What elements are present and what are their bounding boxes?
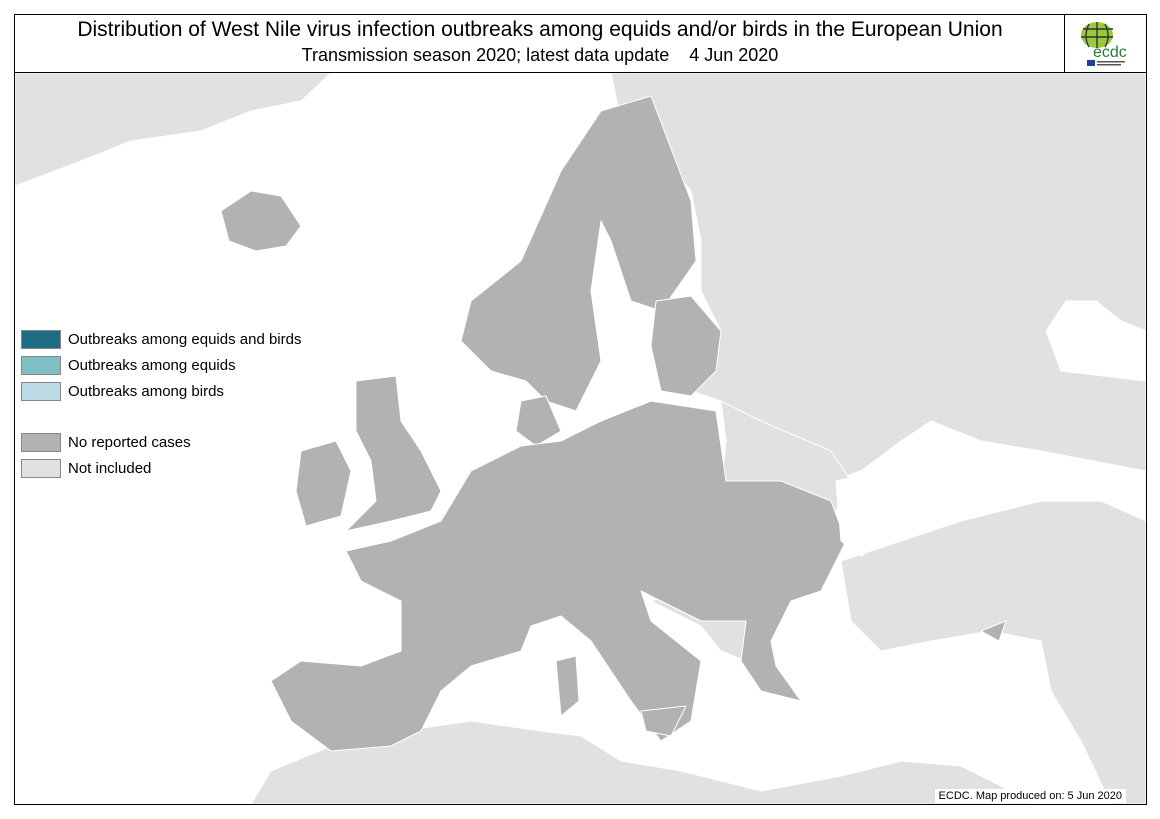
map-credit: ECDC. Map produced on: 5 Jun 2020 bbox=[934, 789, 1126, 803]
region-sardinia bbox=[555, 655, 580, 717]
legend-label: Outbreaks among equids bbox=[68, 356, 236, 374]
europe-map bbox=[15, 73, 1146, 804]
legend-swatch bbox=[21, 381, 61, 401]
legend-label: Outbreaks among birds bbox=[68, 382, 224, 400]
legend-label: No reported cases bbox=[68, 433, 191, 451]
legend-item-not-included: Not included bbox=[21, 455, 301, 481]
legend-item-birds: Outbreaks among birds bbox=[21, 378, 301, 404]
svg-text:ecdc: ecdc bbox=[1093, 44, 1127, 61]
legend-swatch bbox=[21, 432, 61, 452]
region-sicily bbox=[640, 705, 687, 737]
legend-label: Not included bbox=[68, 459, 152, 477]
map-legend: Outbreaks among equids and birds Outbrea… bbox=[21, 326, 301, 481]
ecdc-logo: ecdc bbox=[1064, 14, 1147, 73]
legend-label: Outbreaks among equids and birds bbox=[68, 330, 302, 348]
legend-item-equids-and-birds: Outbreaks among equids and birds bbox=[21, 326, 301, 352]
map-title: Distribution of West Nile virus infectio… bbox=[77, 18, 1003, 41]
header: Distribution of West Nile virus infectio… bbox=[14, 14, 1065, 73]
legend-item-equids: Outbreaks among equids bbox=[21, 352, 301, 378]
region-denmark bbox=[515, 395, 562, 447]
region-united-kingdom bbox=[345, 375, 442, 532]
legend-swatch bbox=[21, 329, 61, 349]
region-cyprus bbox=[980, 620, 1007, 642]
black-sea bbox=[835, 450, 1032, 557]
legend-swatch bbox=[21, 355, 61, 375]
legend-swatch bbox=[21, 458, 61, 478]
region-scandinavia bbox=[460, 95, 697, 412]
ecdc-logo-icon: ecdc bbox=[1080, 21, 1127, 66]
region-iceland bbox=[220, 190, 302, 252]
region-turkey-middle-east bbox=[840, 500, 1146, 804]
legend-item-no-reported-cases: No reported cases bbox=[21, 429, 301, 455]
region-continental-eu bbox=[270, 400, 847, 752]
map-area: Outbreaks among equids and birds Outbrea… bbox=[14, 72, 1147, 805]
region-baltics bbox=[650, 295, 722, 397]
region-ireland bbox=[295, 440, 352, 527]
region-greenland bbox=[15, 73, 332, 187]
map-subtitle: Transmission season 2020; latest data up… bbox=[301, 45, 779, 65]
caspian-sea bbox=[1060, 300, 1146, 372]
